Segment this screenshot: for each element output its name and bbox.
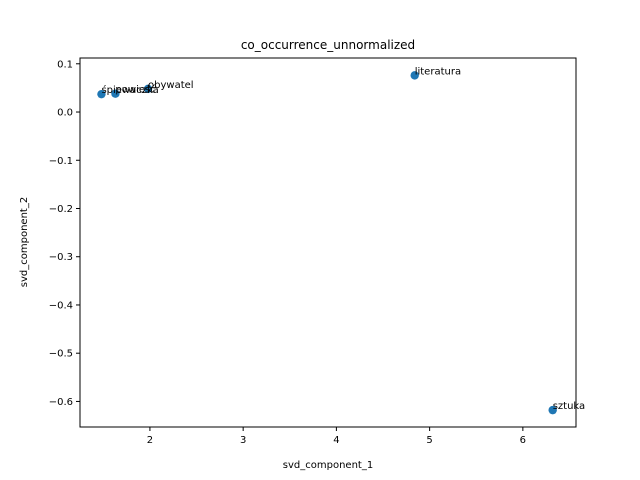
y-tick-label: 0.0: [57, 108, 73, 119]
x-tick-label: 5: [426, 435, 432, 446]
point-label: powieść: [115, 84, 155, 96]
point-label: śpiewaczka: [101, 84, 158, 96]
y-tick-label: −0.2: [49, 204, 73, 215]
x-axis-label: svd_component_1: [283, 460, 373, 471]
y-tick-label: 0.1: [57, 59, 73, 70]
data-point: [548, 405, 557, 415]
data-point: [410, 71, 419, 80]
data-point: [97, 89, 106, 99]
chart-title: co_occurrence_unnormalized: [241, 38, 415, 52]
y-axis-label: svd_component_2: [19, 197, 30, 287]
y-tick-label: −0.6: [49, 397, 73, 408]
x-tick-label: 4: [333, 435, 339, 446]
point-label: obywatel: [148, 80, 194, 91]
y-tick-label: −0.1: [49, 156, 73, 167]
plot-frame: [79, 57, 577, 428]
x-tick-label: 2: [147, 435, 153, 446]
x-tick-label: 6: [520, 435, 526, 446]
data-point: [143, 84, 153, 94]
point-label: sztuka: [553, 401, 585, 412]
y-tick-label: −0.3: [49, 252, 73, 263]
y-tick-label: −0.4: [49, 300, 73, 311]
axis-ticks: 2 3 4 5 6 0.1 0.0 −0.1 −0.2 −0.3 −0.4 −0.5 −0.6: [49, 59, 526, 446]
x-tick-label: 3: [240, 435, 246, 446]
y-tick-label: −0.5: [49, 349, 73, 360]
point-label: literatura: [415, 66, 461, 77]
data-point: [111, 89, 120, 98]
